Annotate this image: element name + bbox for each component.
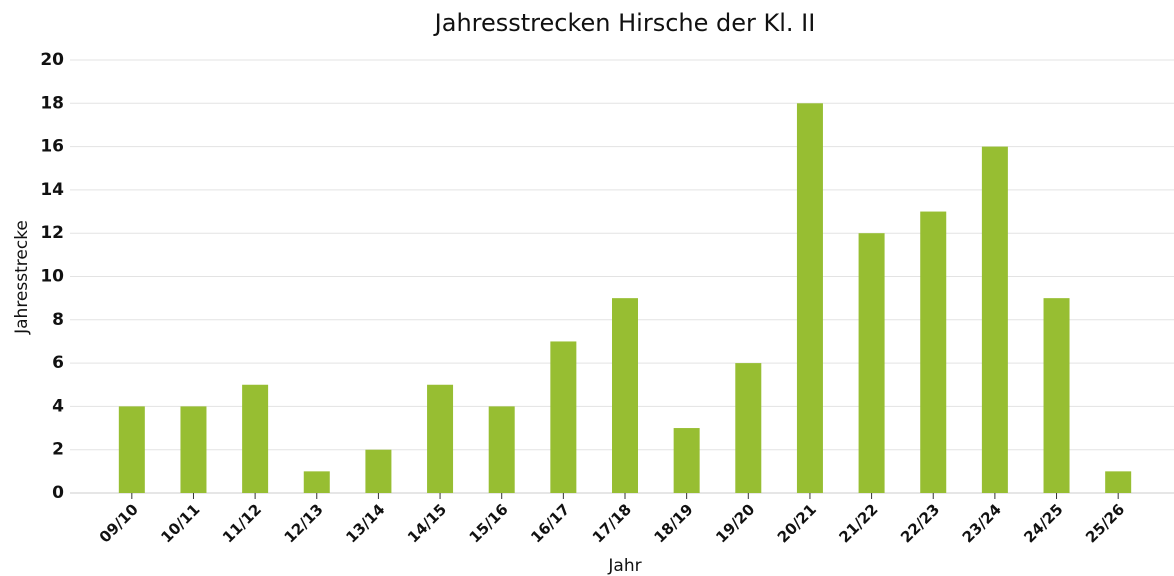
x-tick-label: 18/19 [651, 500, 697, 546]
x-tick-label: 25/26 [1082, 500, 1128, 546]
bar [981, 146, 1008, 493]
y-axis-label: Jahresstrecke [12, 220, 32, 335]
x-tick-label: 16/17 [527, 500, 573, 546]
x-tick-label: 20/21 [774, 500, 820, 546]
bar [858, 233, 885, 493]
x-tick-label: 24/25 [1020, 500, 1066, 546]
bar [612, 298, 638, 493]
bar [488, 406, 515, 493]
y-tick-label: 0 [52, 483, 64, 503]
y-tick-label: 16 [40, 137, 64, 157]
y-tick-label: 4 [52, 396, 64, 416]
bar [1043, 298, 1070, 493]
bar [365, 449, 392, 493]
y-tick-label: 18 [40, 93, 64, 113]
x-tick-label: 21/22 [835, 500, 881, 546]
y-tick-label: 20 [40, 50, 64, 70]
x-tick-label: 11/12 [219, 500, 265, 546]
bar [303, 471, 330, 493]
x-tick-label: 13/14 [342, 500, 388, 546]
x-tick-label: 14/15 [404, 500, 450, 546]
y-tick-label: 8 [52, 310, 64, 330]
x-tick-label: 09/10 [96, 500, 142, 546]
bar [673, 428, 700, 493]
bar [180, 406, 207, 493]
bar [550, 341, 577, 493]
bar [1105, 471, 1132, 493]
x-tick-label: 12/13 [281, 500, 327, 546]
y-tick-label: 14 [40, 180, 64, 200]
x-tick-label: 22/23 [897, 500, 943, 546]
bar [427, 384, 454, 493]
y-tick-label: 10 [40, 267, 64, 287]
y-tick-label: 12 [40, 223, 64, 243]
bar [920, 211, 947, 494]
x-tick-label: 10/11 [157, 500, 203, 546]
y-tick-label: 6 [52, 353, 64, 373]
x-tick-label: 19/20 [712, 500, 758, 546]
bar [796, 103, 823, 494]
bar [242, 384, 269, 493]
x-tick-label: 17/18 [589, 500, 635, 546]
chart-title: Jahresstrecken Hirsche der Kl. II [433, 9, 816, 37]
x-tick-label: 23/24 [959, 500, 1005, 546]
x-axis-label: Jahr [607, 556, 641, 576]
bar [118, 406, 145, 493]
bar [735, 363, 762, 493]
y-tick-label: 2 [52, 440, 64, 460]
x-tick-label: 15/16 [466, 500, 512, 546]
